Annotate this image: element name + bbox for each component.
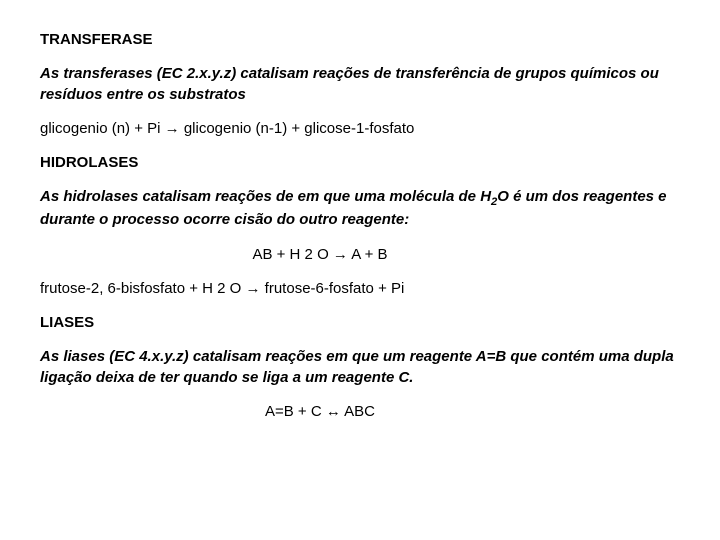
liases-heading: LIASES	[40, 313, 680, 333]
hidrolases-equation: AB + H 2 O → A + B	[0, 245, 680, 265]
liases-equation: A=B + C ↔ ABC	[0, 402, 680, 422]
hidrolases-heading: HIDROLASES	[40, 153, 680, 173]
hidrolases-desc: As hidrolases catalisam reações de em qu…	[40, 187, 680, 230]
transferase-heading: TRANSFERASE	[40, 30, 680, 50]
hidrolases-example: frutose-2, 6-bisfosfato + H 2 O → frutos…	[40, 279, 680, 299]
hidrolases-desc-p1: As hidrolases catalisam reações de em qu…	[40, 188, 491, 205]
transferase-desc: As transferases (EC 2.x.y.z) catalisam r…	[40, 64, 680, 105]
liases-desc: As liases (EC 4.x.y.z) catalisam reações…	[40, 347, 680, 388]
transferase-equation: glicogenio (n) + Pi → glicogenio (n-1) +…	[40, 119, 680, 139]
